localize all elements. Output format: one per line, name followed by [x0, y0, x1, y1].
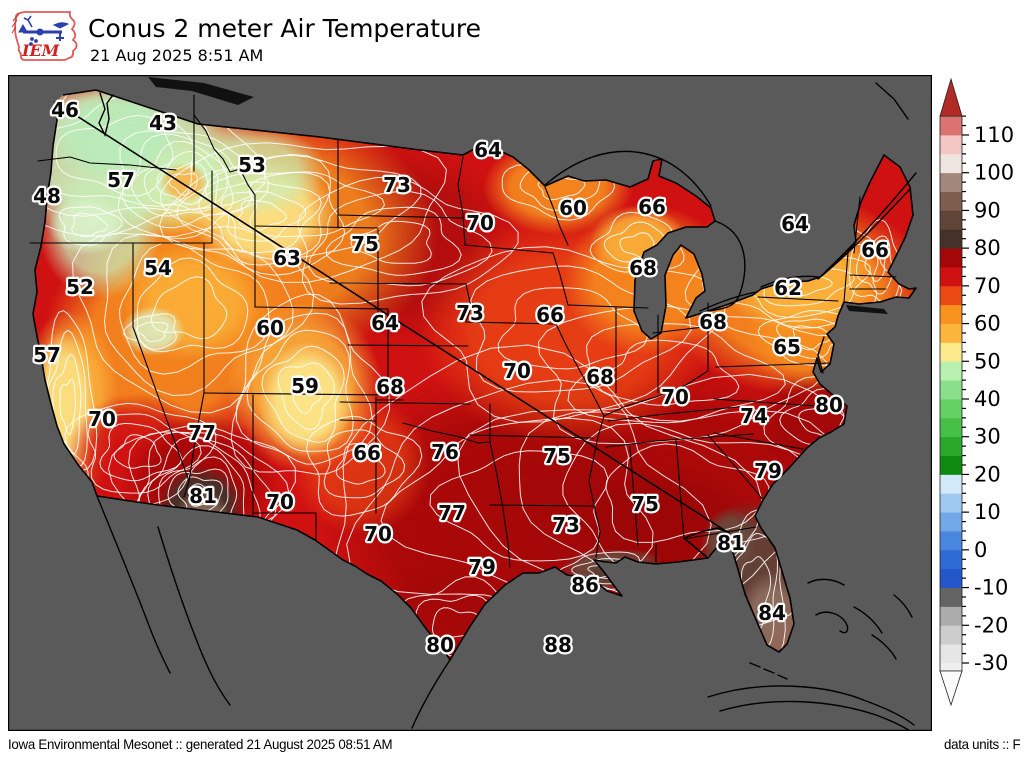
- temperature-value-label: 76: [431, 440, 459, 464]
- temperature-value-label: 63: [273, 246, 301, 270]
- colorbar-tick-label: 90: [974, 198, 1001, 222]
- conus-map: 46 43 57 53 48 73 64 60 66 64 75 70 54 52 63 68 66 62 57 60…: [8, 75, 932, 731]
- temperature-value-label: 68: [629, 256, 657, 280]
- temperature-value-label: 43: [149, 111, 177, 135]
- iowa-outline-icon: IEM: [12, 12, 77, 60]
- temperature-value-label: 79: [754, 459, 782, 483]
- footer-credit: Iowa Environmental Mesonet :: generated …: [8, 736, 392, 752]
- colorbar-tick-label: 40: [974, 387, 1001, 411]
- page-title: Conus 2 meter Air Temperature: [88, 14, 481, 43]
- colorbar-tick-label: 30: [974, 425, 1001, 449]
- temperature-value-label: 70: [266, 490, 294, 514]
- map-area: 46 43 57 53 48 73 64 60 66 64 75 70 54 52 63 68 66 62 57 60…: [8, 75, 932, 731]
- colorbar-tick-label: 80: [974, 236, 1001, 260]
- temperature-value-label: 65: [773, 335, 801, 359]
- temperature-value-label: 66: [861, 238, 889, 262]
- colorbar-tick-label: 70: [974, 274, 1001, 298]
- colorbar-tick-label: 0: [974, 538, 987, 562]
- temperature-value-label: 77: [438, 501, 466, 525]
- colorbar-tick-label: -30: [974, 651, 1008, 675]
- temperature-value-label: 73: [552, 513, 580, 537]
- temperature-value-label: 52: [66, 275, 94, 299]
- temperature-value-label: 75: [631, 492, 659, 516]
- temperature-value-label: 70: [466, 211, 494, 235]
- temperature-value-label: 60: [256, 316, 284, 340]
- logo-text: IEM: [21, 41, 61, 60]
- temperature-value-label: 57: [33, 343, 61, 367]
- colorbar-arrow-up: [940, 79, 962, 116]
- temperature-value-label: 66: [638, 195, 666, 219]
- colorbar-tick-label: 100: [974, 161, 1014, 185]
- temperature-value-label: 62: [774, 276, 802, 300]
- colorbar-tick-label: -20: [974, 613, 1008, 637]
- temperature-value-label: 80: [815, 393, 843, 417]
- temperature-value-label: 54: [144, 256, 172, 280]
- colorbar-tick-label: 20: [974, 462, 1001, 486]
- temperature-value-label: 60: [559, 196, 587, 220]
- temperature-value-label: 66: [353, 441, 381, 465]
- temperature-value-label: 48: [33, 184, 61, 208]
- temperature-value-label: 80: [426, 633, 454, 657]
- temperature-value-label: 84: [758, 601, 786, 625]
- colorbar-tick-label: 10: [974, 500, 1001, 524]
- colorbar-segments: [940, 116, 962, 671]
- iem-temperature-map-page: IEM Conus 2 meter Air Temperature 21 Aug…: [0, 0, 1024, 768]
- temperature-value-label: 57: [107, 168, 135, 192]
- temperature-value-label: 77: [188, 421, 216, 445]
- temperature-value-label: 73: [456, 301, 484, 325]
- temperature-colorbar: 1101009080706050403020100-10-20-30: [932, 75, 1024, 735]
- temperature-value-label: 64: [371, 311, 399, 335]
- temperature-value-label: 74: [740, 404, 768, 428]
- temperature-value-label: 59: [291, 374, 319, 398]
- temperature-value-label: 64: [781, 212, 809, 236]
- temperature-value-label: 75: [543, 444, 571, 468]
- temperature-value-label: 66: [536, 303, 564, 327]
- colorbar-ticks: [962, 116, 969, 663]
- iem-logo: IEM: [10, 5, 82, 67]
- colorbar-tick-labels: 1101009080706050403020100-10-20-30: [974, 123, 1014, 675]
- temperature-value-label: 64: [474, 138, 502, 162]
- footer-units: data units :: F: [944, 736, 1020, 752]
- colorbar-tick-label: 60: [974, 312, 1001, 336]
- colorbar-tick-label: 50: [974, 349, 1001, 373]
- temperature-value-label: 70: [364, 522, 392, 546]
- temperature-value-label: 81: [717, 531, 745, 555]
- temperature-value-label: 68: [699, 310, 727, 334]
- colorbar-arrow-down: [940, 671, 962, 705]
- colorbar-tick-label: 110: [974, 123, 1014, 147]
- page-subtitle: 21 Aug 2025 8:51 AM: [90, 46, 263, 65]
- colorbar-tick-label: -10: [974, 576, 1008, 600]
- temperature-value-label: 79: [468, 555, 496, 579]
- temperature-value-label: 68: [376, 375, 404, 399]
- temperature-value-label: 88: [544, 633, 572, 657]
- temperature-value-label: 75: [351, 232, 379, 256]
- temperature-value-label: 86: [571, 573, 599, 597]
- temperature-value-label: 81: [189, 484, 217, 508]
- temperature-value-label: 70: [503, 359, 531, 383]
- temperature-value-label: 70: [661, 385, 689, 409]
- temperature-value-label: 73: [383, 173, 411, 197]
- temperature-value-label: 70: [88, 407, 116, 431]
- temperature-value-label: 53: [238, 153, 266, 177]
- temperature-value-label: 68: [586, 365, 614, 389]
- temperature-value-label: 46: [51, 98, 79, 122]
